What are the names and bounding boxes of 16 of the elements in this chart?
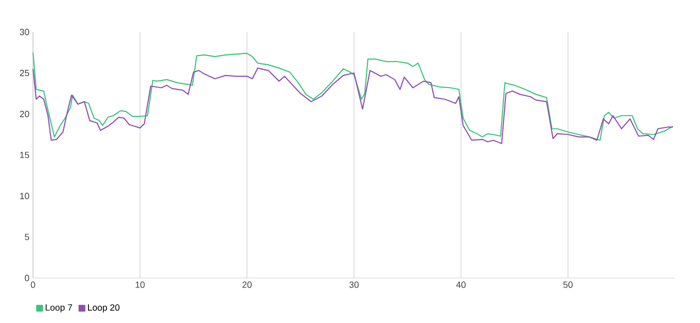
y-tick-label: 20: [20, 110, 30, 118]
x-tick-label: 50: [563, 282, 573, 288]
x-tick-label: 10: [136, 282, 145, 288]
y-tick-label: 10: [20, 192, 30, 200]
legend-label: Loop 20: [88, 304, 120, 312]
line-series: [32, 68, 674, 144]
x-tick-label: 0: [30, 282, 36, 288]
y-tick-label: 5: [24, 234, 30, 240]
legend-label: Loop 7: [46, 304, 72, 312]
y-tick-label: 30: [20, 28, 30, 36]
y-tick-label: 0: [24, 274, 30, 282]
y-tick-label: 15: [20, 152, 30, 158]
x-tick-label: 40: [456, 282, 466, 288]
x-tick-label: 20: [242, 282, 252, 288]
y-tick-label: 25: [20, 70, 30, 76]
x-tick-label: 30: [349, 282, 359, 288]
